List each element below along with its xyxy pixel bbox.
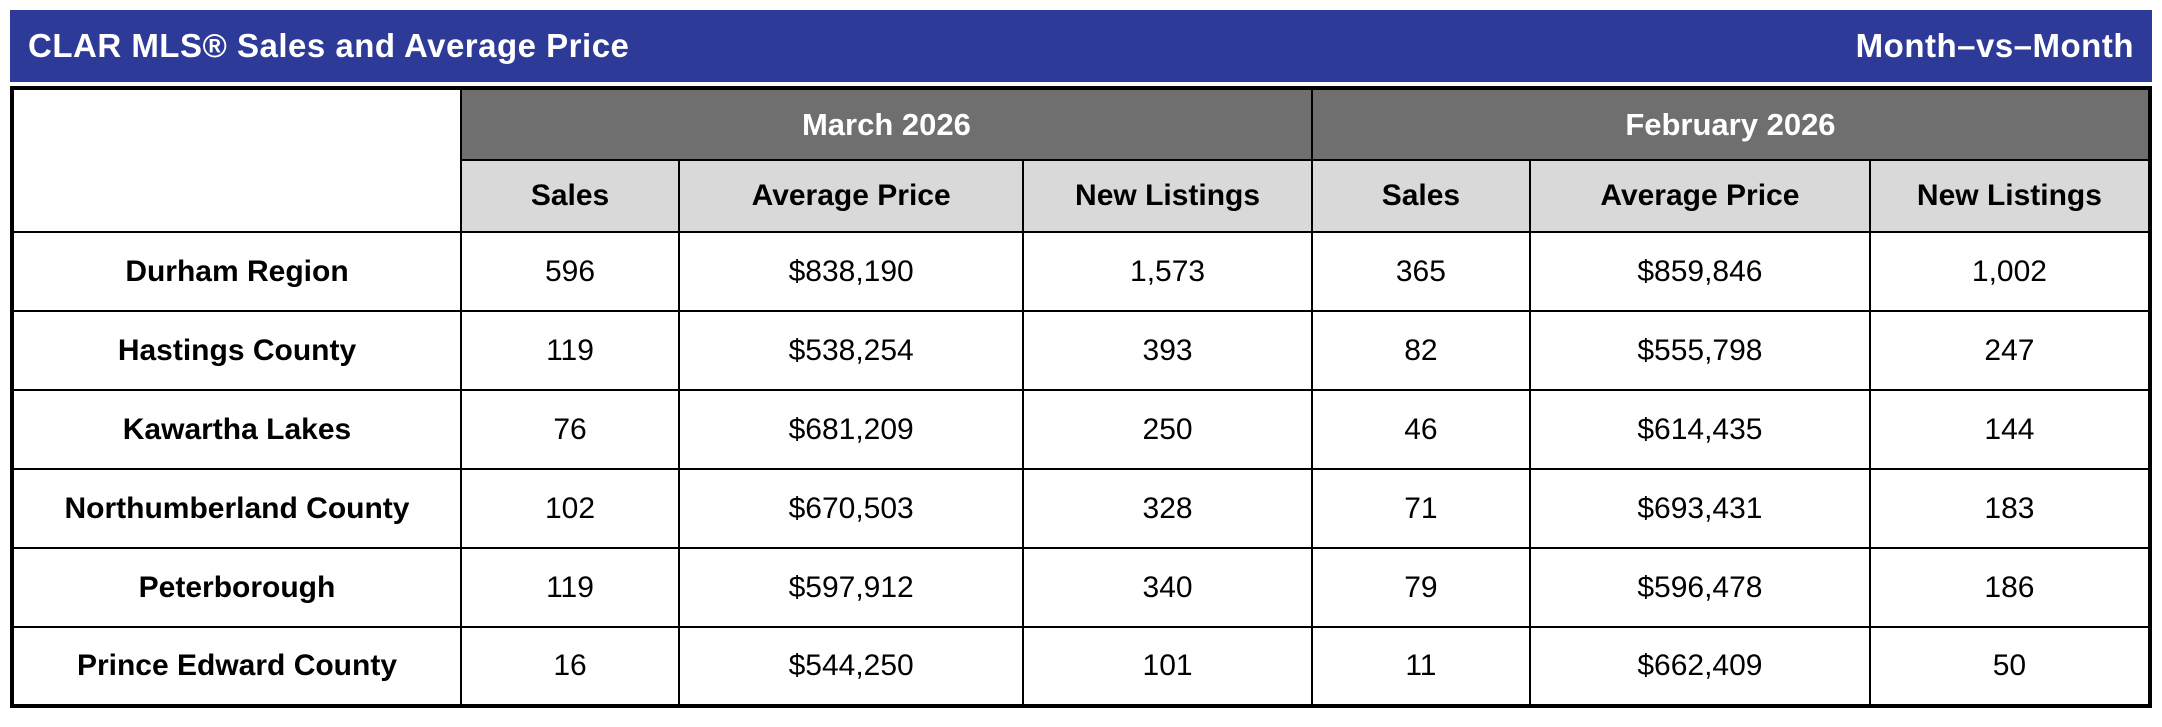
february-average-price-value: $859,846 [1528,231,1871,312]
march-sales-value: 16 [459,626,681,707]
march-new-listings-value: 340 [1022,547,1313,628]
february-new-listings-value: 247 [1868,310,2152,391]
region-name: Northumberland County [11,468,462,549]
february-average-price-value: $662,409 [1528,626,1871,707]
february-sales-value: 82 [1310,310,1531,391]
column-group-february: February 2026 [1310,87,2152,161]
table-row: Prince Edward County 16 $544,250 101 11 … [11,626,2152,707]
february-new-listings-value: 50 [1868,626,2152,707]
region-name: Prince Edward County [11,626,462,707]
february-sales-value: 46 [1310,389,1531,470]
february-new-listings-value: 1,002 [1868,231,2152,312]
column-group-march: March 2026 [459,87,1313,161]
table-row: Hastings County 119 $538,254 393 82 $555… [11,310,2152,391]
region-name: Kawartha Lakes [11,389,462,470]
february-new-listings-value: 144 [1868,389,2152,470]
col-header-march-sales: Sales [459,159,681,233]
february-new-listings-value: 183 [1868,468,2152,549]
march-sales-value: 102 [459,468,681,549]
march-average-price-value: $597,912 [678,547,1025,628]
march-sales-value: 596 [459,231,681,312]
february-average-price-value: $614,435 [1528,389,1871,470]
table-row: Peterborough 119 $597,912 340 79 $596,47… [11,547,2152,628]
column-group-row: March 2026 February 2026 [11,87,2152,233]
march-average-price-value: $838,190 [678,231,1025,312]
table-row: Northumberland County 102 $670,503 328 7… [11,468,2152,549]
col-header-march-average-price: Average Price [678,159,1025,233]
february-sales-value: 71 [1310,468,1531,549]
february-average-price-value: $555,798 [1528,310,1871,391]
march-sales-value: 119 [459,310,681,391]
february-average-price-value: $596,478 [1528,547,1871,628]
march-sales-value: 76 [459,389,681,470]
col-header-march-new-listings: New Listings [1022,159,1313,233]
march-average-price-value: $544,250 [678,626,1025,707]
table-row: Kawartha Lakes 76 $681,209 250 46 $614,4… [11,389,2152,470]
march-average-price-value: $681,209 [678,389,1025,470]
march-new-listings-value: 1,573 [1022,231,1313,312]
region-name: Hastings County [11,310,462,391]
february-sales-value: 11 [1310,626,1531,707]
march-sales-value: 119 [459,547,681,628]
column-header-row: Sales Average Price New Listings Sales A… [12,159,2152,233]
march-average-price-value: $538,254 [678,310,1025,391]
march-new-listings-value: 328 [1022,468,1313,549]
march-new-listings-value: 393 [1022,310,1313,391]
corner-cell [11,87,462,233]
february-average-price-value: $693,431 [1528,468,1871,549]
february-new-listings-value: 186 [1868,547,2152,628]
title-bar: CLAR MLS® Sales and Average Price Month–… [10,10,2152,82]
march-average-price-value: $670,503 [678,468,1025,549]
report-title: CLAR MLS® Sales and Average Price [28,27,630,64]
col-header-february-new-listings: New Listings [1868,159,2152,233]
february-sales-value: 79 [1310,547,1531,628]
comparison-label: Month–vs–Month [1855,27,2134,64]
march-new-listings-value: 250 [1022,389,1313,470]
february-sales-value: 365 [1310,231,1531,312]
region-name: Durham Region [11,231,462,312]
march-new-listings-value: 101 [1022,626,1313,707]
col-header-february-sales: Sales [1310,159,1531,233]
region-name: Peterborough [11,547,462,628]
table-body: Durham Region 596 $838,190 1,573 365 $85… [11,231,2152,707]
table-row: Durham Region 596 $838,190 1,573 365 $85… [11,231,2152,312]
sales-table: March 2026 February 2026 Sales Average P… [10,86,2152,708]
col-header-february-average-price: Average Price [1528,159,1871,233]
